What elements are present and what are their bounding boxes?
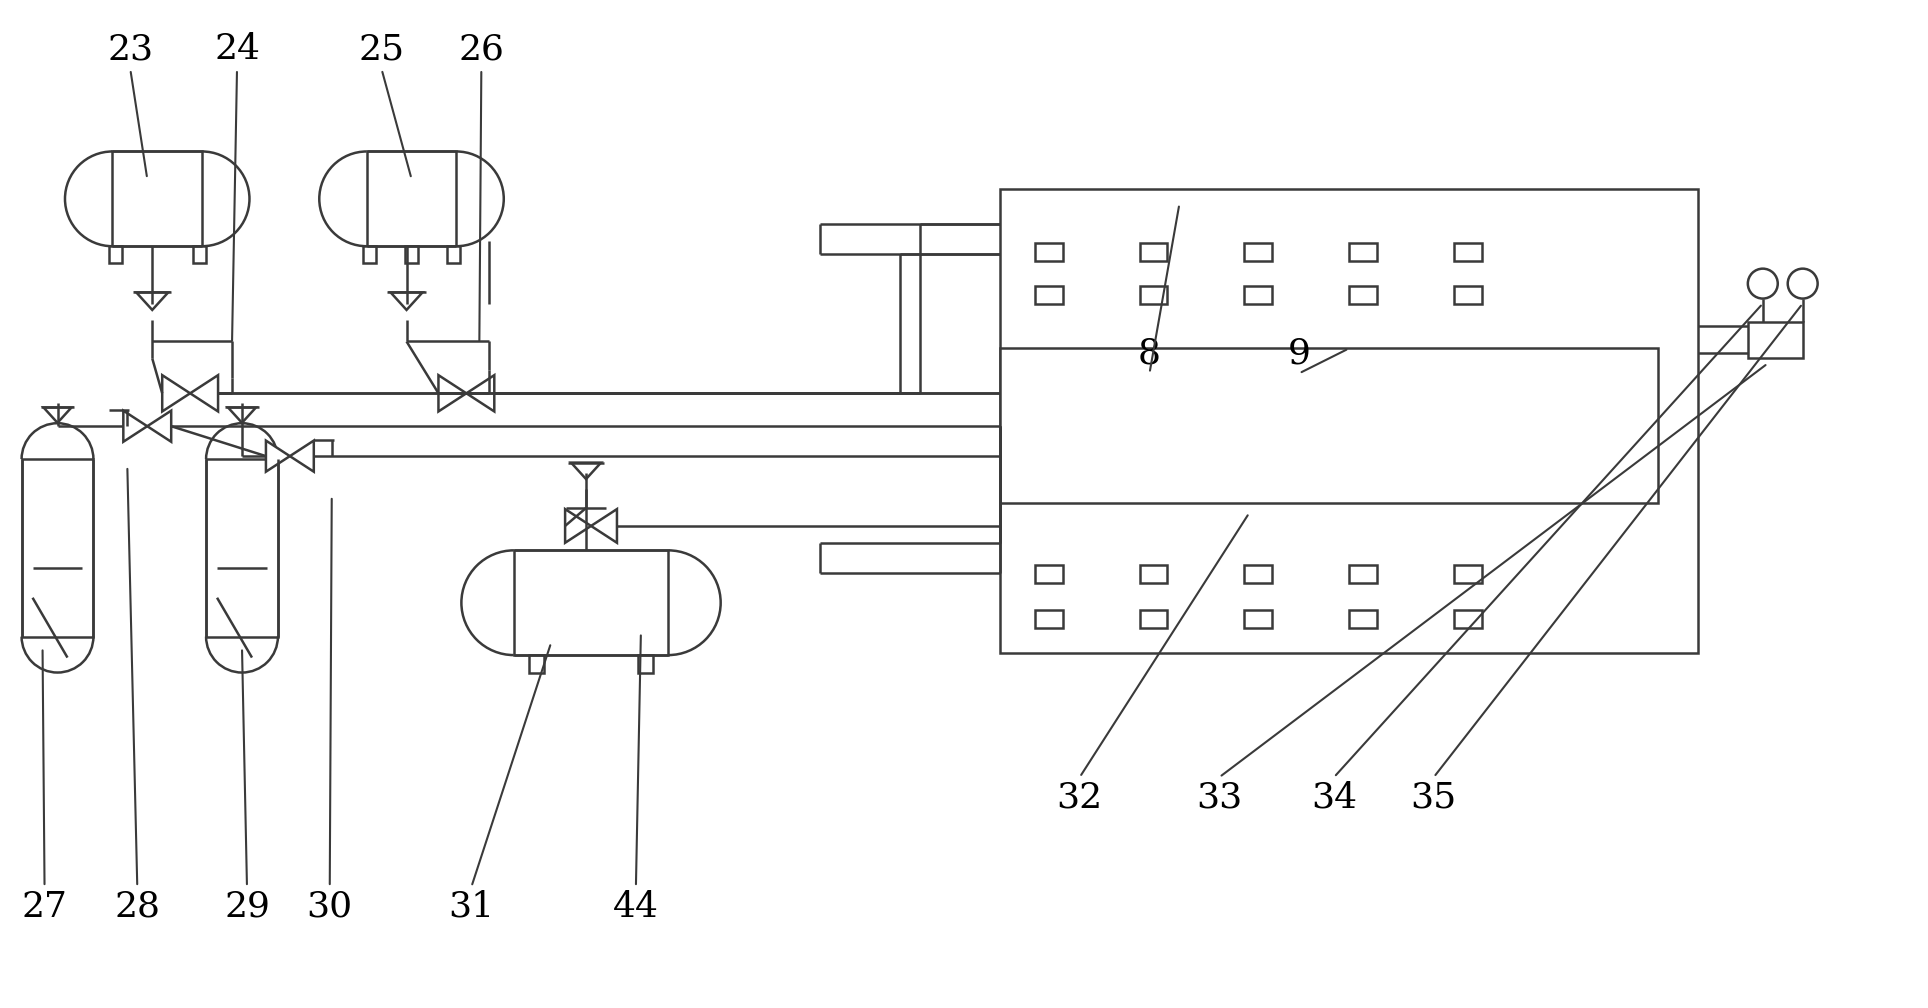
Polygon shape [44,407,71,422]
Polygon shape [571,463,602,479]
Text: 44: 44 [613,890,659,924]
Bar [1035,285,1062,303]
Bar [528,655,544,673]
Bar [1035,564,1062,583]
Bar [1350,285,1377,303]
Text: 31: 31 [449,890,494,924]
Polygon shape [592,509,617,542]
Text: 25: 25 [359,32,405,67]
Text: 24: 24 [214,32,260,67]
Text: 29: 29 [224,890,270,924]
Polygon shape [228,407,256,422]
Bar [1244,243,1272,261]
Bar [1244,610,1272,628]
Polygon shape [467,375,494,411]
Text: 34: 34 [1311,780,1357,814]
Polygon shape [191,375,218,411]
Polygon shape [391,292,422,309]
Circle shape [1749,269,1778,298]
Bar [1139,243,1168,261]
Bar [206,459,278,637]
Text: 26: 26 [459,32,505,67]
Bar [21,459,93,637]
Bar [1454,564,1481,583]
Bar [1749,322,1803,359]
Bar [1035,243,1062,261]
Bar [1454,243,1481,261]
Text: 9: 9 [1288,337,1311,370]
Text: 27: 27 [21,890,67,924]
Bar [1139,285,1168,303]
Text: 30: 30 [307,890,353,924]
Bar [193,246,206,263]
Bar [447,246,461,263]
Bar [1001,188,1699,652]
Bar [1350,564,1377,583]
Polygon shape [289,440,314,472]
Text: 33: 33 [1195,780,1242,814]
Text: 32: 32 [1057,780,1103,814]
Bar [1454,285,1481,303]
Bar [1244,285,1272,303]
Bar [513,550,669,655]
Bar [108,246,121,263]
Bar [1350,243,1377,261]
Polygon shape [123,410,147,442]
Text: 28: 28 [114,890,160,924]
Bar [638,655,654,673]
Bar [362,246,376,263]
Polygon shape [565,509,592,542]
Polygon shape [438,375,467,411]
Bar [112,151,202,246]
Polygon shape [147,410,172,442]
Bar [1244,564,1272,583]
Text: 23: 23 [108,32,154,67]
Polygon shape [162,375,191,411]
Text: 35: 35 [1411,780,1458,814]
Bar [405,246,418,263]
Bar [1139,610,1168,628]
Bar [1454,610,1481,628]
Bar [1001,349,1658,503]
Bar [1035,610,1062,628]
Text: 8: 8 [1138,337,1161,370]
Polygon shape [137,292,168,309]
Bar [1350,610,1377,628]
Circle shape [1787,269,1818,298]
Bar [1139,564,1168,583]
Bar [366,151,457,246]
Polygon shape [266,440,289,472]
